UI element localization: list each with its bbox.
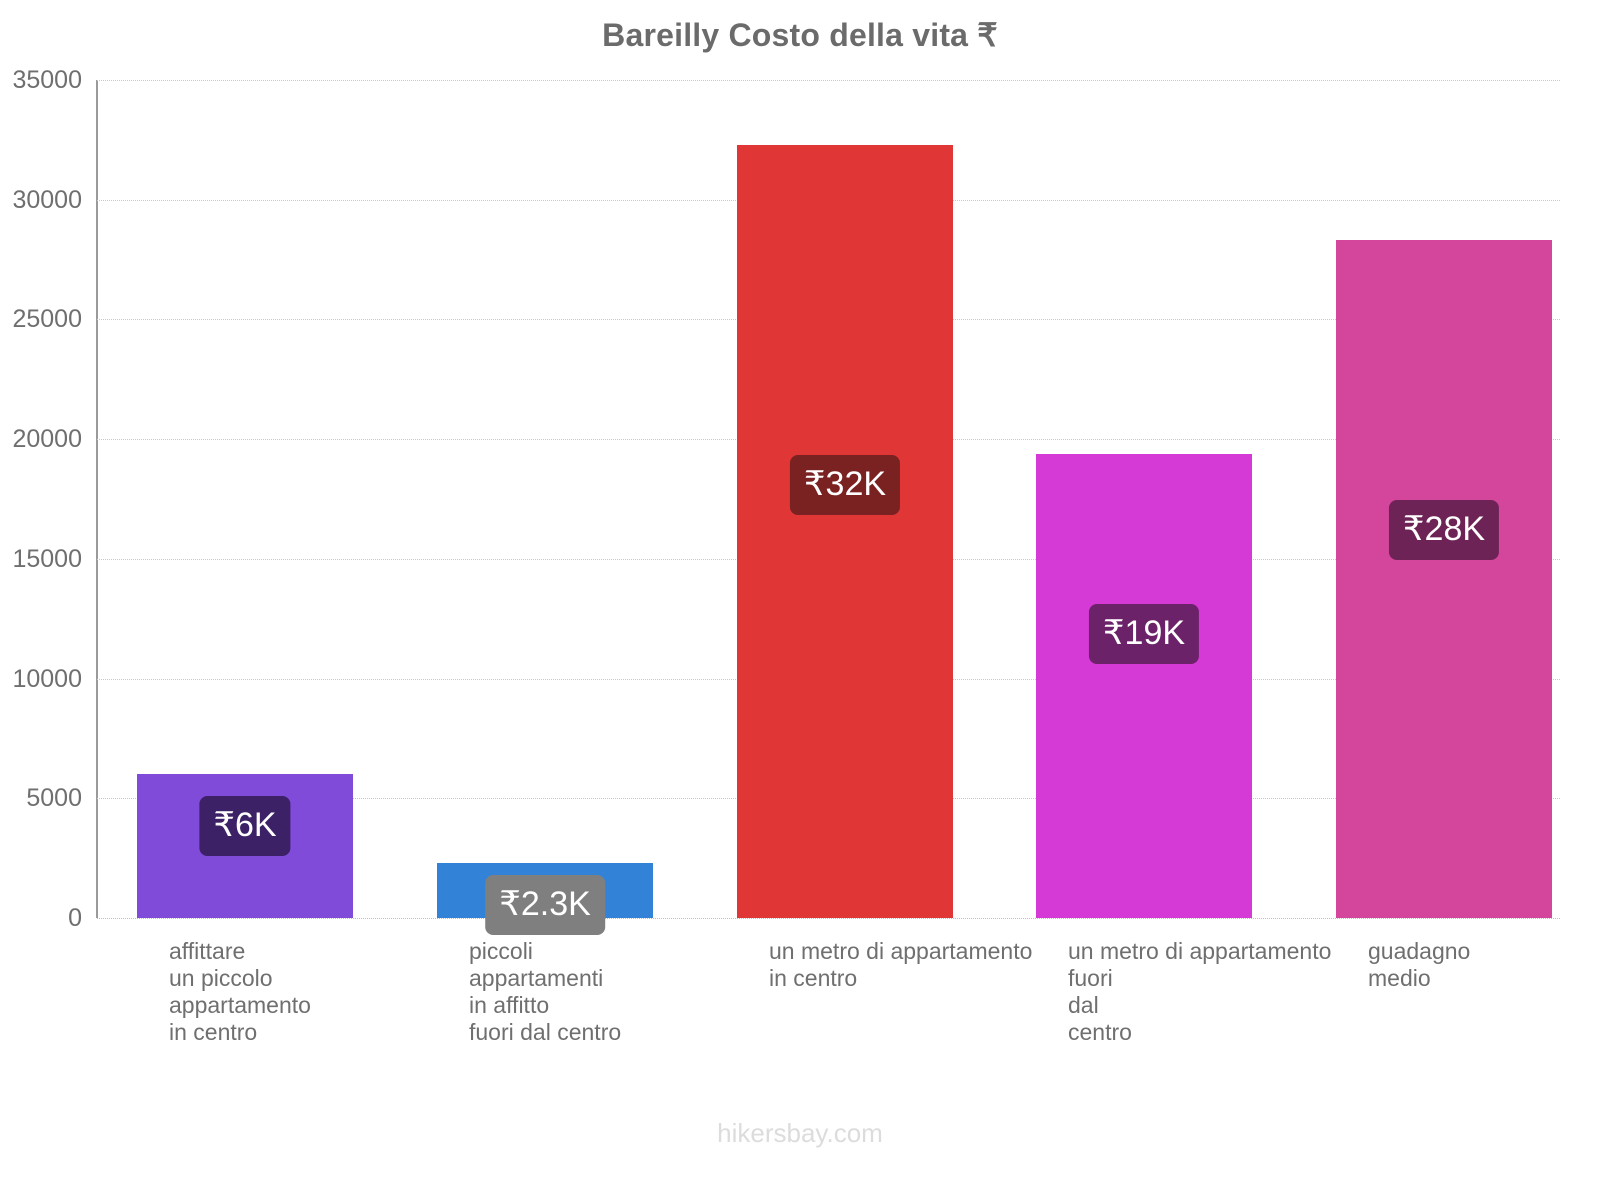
bar[interactable] bbox=[737, 144, 953, 918]
y-tick-label: 0 bbox=[68, 904, 82, 932]
category-label: un metro di appartamento in centro bbox=[769, 938, 1033, 991]
chart-title: Bareilly Costo della vita ₹ bbox=[602, 17, 998, 53]
y-axis-line bbox=[96, 80, 98, 918]
y-tick-label: 20000 bbox=[12, 425, 82, 454]
y-tick-label: 30000 bbox=[12, 185, 82, 214]
category-label: affittare un piccolo appartamento in cen… bbox=[169, 938, 311, 1045]
category-label: piccoli appartamenti in affitto fuori da… bbox=[469, 938, 622, 1045]
category-label: un metro di appartamento fuori dal centr… bbox=[1068, 938, 1332, 1045]
bar-value-badge: ₹28K bbox=[1388, 500, 1500, 561]
bar[interactable] bbox=[1336, 240, 1552, 918]
bar-value-badge: ₹19K bbox=[1088, 603, 1200, 664]
bar[interactable] bbox=[1036, 453, 1252, 918]
category-label: guadagno medio bbox=[1368, 938, 1471, 991]
bar-value-badge: ₹2.3K bbox=[485, 874, 605, 935]
y-tick-label: 10000 bbox=[12, 664, 82, 693]
bar-value-badge: ₹32K bbox=[789, 454, 901, 515]
gridline-0 bbox=[97, 918, 1560, 920]
footer-credit: hikersbay.com bbox=[717, 1118, 883, 1148]
y-tick-label: 5000 bbox=[26, 784, 82, 813]
gridline-35000 bbox=[97, 80, 1560, 82]
y-tick-label: 15000 bbox=[12, 544, 82, 573]
bar-value-badge: ₹6K bbox=[199, 796, 291, 857]
y-tick-label: 35000 bbox=[12, 66, 82, 94]
y-tick-label: 25000 bbox=[12, 305, 82, 334]
